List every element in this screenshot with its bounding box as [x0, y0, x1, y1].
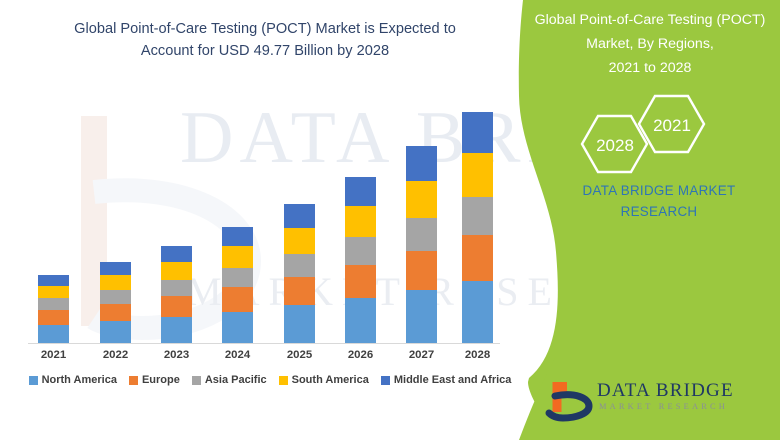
bar-segment-asia-pacific	[222, 267, 253, 288]
data-bridge-logo: DATA BRIDGE MARKET RESEARCH	[545, 378, 745, 424]
bar-segment-north-america	[222, 311, 253, 343]
legend-label: Europe	[141, 374, 180, 386]
bar-2027	[406, 146, 437, 343]
x-axis-label-2021: 2021	[40, 349, 67, 361]
panel-title-line-3: 2021 to 2028	[608, 60, 692, 76]
x-axis-label-2023: 2023	[163, 349, 190, 361]
panel-title-line-1: Global Point-of-Care Testing (POCT)	[534, 12, 766, 28]
legend-swatch-icon	[128, 375, 138, 385]
bar-segment-south-america	[406, 181, 437, 219]
x-axis-label-2027: 2027	[408, 349, 435, 361]
legend-item-middle-east-and-africa[interactable]: Middle East and Africa	[380, 374, 512, 386]
bar-segment-middle-east-and-africa	[161, 245, 192, 262]
logo-tagline: MARKET RESEARCH	[599, 402, 729, 411]
legend-swatch-icon	[278, 375, 288, 385]
bar-segment-middle-east-and-africa	[284, 203, 315, 228]
bar-segment-asia-pacific	[284, 253, 315, 278]
bar-segment-europe	[222, 287, 253, 312]
bar-segment-asia-pacific	[345, 237, 376, 266]
panel-title-line-2: Market, By Regions,	[586, 36, 714, 52]
page-title-line-1: Global Point-of-Care Testing (POCT) Mark…	[74, 21, 456, 37]
stacked-bar-chart: 2021 2022 2023 2024 2025 2026 2027 2028	[28, 112, 500, 361]
legend-label: Middle East and Africa	[393, 374, 512, 386]
category-axis-line	[28, 343, 500, 344]
legend-swatch-icon	[380, 375, 390, 385]
bar-segment-north-america	[406, 289, 437, 343]
legend-item-europe[interactable]: Europe	[128, 374, 180, 386]
bar-segment-south-america	[462, 153, 493, 197]
bar-segment-south-america	[222, 246, 253, 268]
legend-item-south-america[interactable]: South America	[278, 374, 369, 386]
bar-segment-asia-pacific	[100, 289, 131, 304]
logo-mark-icon	[545, 382, 593, 422]
bar-segment-north-america	[462, 280, 493, 343]
bar-segment-europe	[284, 277, 315, 306]
bar-2023	[161, 245, 192, 343]
logo-name: DATA BRIDGE	[597, 380, 734, 401]
bar-segment-asia-pacific	[462, 196, 493, 236]
legend-swatch-icon	[28, 375, 38, 385]
bar-segment-asia-pacific	[38, 297, 69, 310]
bar-segment-europe	[462, 235, 493, 281]
hexagon-2021-label: 2021	[653, 116, 691, 135]
bar-segment-south-america	[100, 274, 131, 290]
bar-segment-middle-east-and-africa	[345, 177, 376, 207]
x-axis-label-2022: 2022	[102, 349, 129, 361]
bar-segment-south-america	[161, 261, 192, 280]
page-title: Global Point-of-Care Testing (POCT) Mark…	[40, 18, 490, 62]
bar-segment-south-america	[284, 227, 315, 254]
x-axis-label-2025: 2025	[286, 349, 313, 361]
legend-label: South America	[291, 374, 369, 386]
bar-2024	[222, 226, 253, 343]
bar-segment-south-america	[38, 285, 69, 298]
bar-segment-north-america	[284, 305, 315, 343]
panel-brand-line-1: DATA BRIDGE MARKET	[582, 183, 736, 198]
bar-2026	[345, 177, 376, 343]
legend-item-asia-pacific[interactable]: Asia Pacific	[191, 374, 267, 386]
legend-label: North America	[41, 374, 117, 386]
panel-brand-line-2: RESEARCH	[620, 204, 698, 219]
bar-segment-south-america	[345, 206, 376, 238]
bar-segment-asia-pacific	[161, 279, 192, 297]
legend-swatch-icon	[191, 375, 201, 385]
bar-segment-north-america	[100, 321, 131, 343]
x-axis-label-2024: 2024	[224, 349, 251, 361]
bar-segment-middle-east-and-africa	[222, 226, 253, 247]
bar-segment-europe	[38, 309, 69, 325]
legend-item-north-america[interactable]: North America	[28, 374, 117, 386]
bar-segment-middle-east-and-africa	[100, 261, 131, 275]
bar-segment-middle-east-and-africa	[38, 274, 69, 286]
bar-segment-asia-pacific	[406, 218, 437, 251]
x-axis-label-2026: 2026	[347, 349, 374, 361]
bar-segment-europe	[161, 296, 192, 318]
bar-segment-north-america	[345, 298, 376, 343]
bar-2028	[462, 112, 493, 343]
chart-legend: North America Europe Asia Pacific South Ame…	[0, 374, 540, 386]
bar-2021	[38, 274, 69, 343]
x-axis-label-2028: 2028	[464, 349, 491, 361]
bar-segment-europe	[100, 303, 131, 322]
hexagon-2028-label: 2028	[596, 136, 634, 155]
bar-2022	[100, 261, 131, 343]
legend-label: Asia Pacific	[204, 374, 267, 386]
bar-segment-middle-east-and-africa	[462, 112, 493, 154]
panel-brand-text: DATA BRIDGE MARKET RESEARCH	[545, 180, 773, 222]
hexagon-2021-icon	[637, 94, 706, 154]
bar-segment-europe	[345, 265, 376, 299]
bar-segment-north-america	[161, 317, 192, 343]
page-title-line-2: Account for USD 49.77 Billion by 2028	[140, 43, 390, 59]
panel-title: Global Point-of-Care Testing (POCT) Mark…	[527, 8, 773, 80]
bar-segment-middle-east-and-africa	[406, 146, 437, 182]
bar-segment-north-america	[38, 324, 69, 343]
bar-segment-europe	[406, 250, 437, 290]
hexagon-2028-icon	[580, 114, 649, 174]
hexagon-badges: 2021 2028	[580, 94, 706, 174]
bar-2025	[284, 203, 315, 343]
